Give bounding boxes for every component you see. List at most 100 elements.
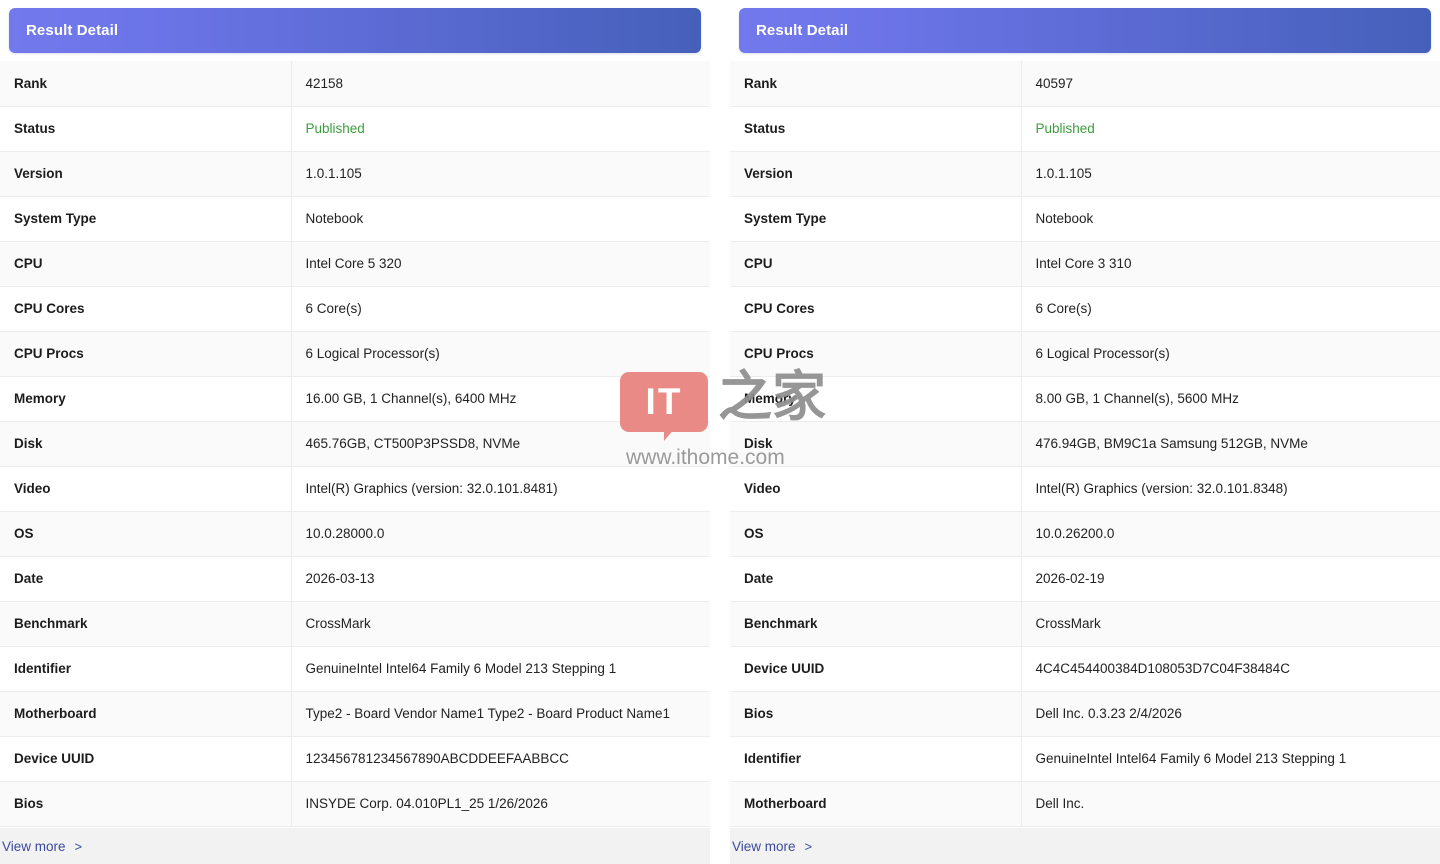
table-row: CPU Intel Core 5 320 <box>0 241 710 287</box>
row-value: Intel Core 5 320 <box>291 241 710 287</box>
table-row: CPU Procs 6 Logical Processor(s) <box>0 331 710 377</box>
row-label: CPU <box>730 241 1022 287</box>
chevron-right-icon: > <box>804 838 813 854</box>
panel-header-right: Result Detail <box>739 8 1431 53</box>
row-value: Notebook <box>291 196 710 242</box>
row-value: 476.94GB, BM9C1a Samsung 512GB, NVMe <box>1021 421 1440 467</box>
row-value: 8.00 GB, 1 Channel(s), 5600 MHz <box>1021 376 1440 422</box>
row-label: Bios <box>730 691 1022 737</box>
table-row: Bios Dell Inc. 0.3.23 2/4/2026 <box>730 691 1440 737</box>
table-row: Benchmark CrossMark <box>0 601 710 647</box>
row-value: GenuineIntel Intel64 Family 6 Model 213 … <box>291 646 710 692</box>
table-row: CPU Procs 6 Logical Processor(s) <box>730 331 1440 377</box>
view-more-label-right: View more <box>732 838 796 854</box>
row-value: 1.0.1.105 <box>291 151 710 197</box>
panel-footer-right: View more > <box>730 828 1440 864</box>
row-value: 2026-02-19 <box>1021 556 1440 602</box>
table-row: OS 10.0.26200.0 <box>730 511 1440 557</box>
panel-footer-left: View more > <box>0 828 710 864</box>
table-row: CPU Cores 6 Core(s) <box>730 286 1440 332</box>
table-row: CPU Cores 6 Core(s) <box>0 286 710 332</box>
row-value: INSYDE Corp. 04.010PL1_25 1/26/2026 <box>291 781 710 827</box>
row-label: System Type <box>730 196 1022 242</box>
row-label: Status <box>730 106 1022 152</box>
row-value: 10.0.28000.0 <box>291 511 710 557</box>
row-label: CPU Cores <box>0 286 292 332</box>
table-row: Identifier GenuineIntel Intel64 Family 6 … <box>0 646 710 692</box>
table-row: Disk 465.76GB, CT500P3PSSD8, NVMe <box>0 421 710 467</box>
row-label: Rank <box>0 61 292 107</box>
row-value: 465.76GB, CT500P3PSSD8, NVMe <box>291 421 710 467</box>
table-row: Date 2026-02-19 <box>730 556 1440 602</box>
row-label: Video <box>0 466 292 512</box>
row-label: Disk <box>0 421 292 467</box>
view-more-label-left: View more <box>2 838 66 854</box>
row-label: Benchmark <box>0 601 292 647</box>
row-label: Video <box>730 466 1022 512</box>
detail-table-right: Rank 40597 Status Published Version 1.0.1.105… <box>730 61 1440 827</box>
row-value: Notebook <box>1021 196 1440 242</box>
row-value: Intel(R) Graphics (version: 32.0.101.834… <box>1021 466 1440 512</box>
table-row: Rank 42158 <box>0 61 710 107</box>
table-row: Motherboard Type2 - Board Vendor Name1 Ty… <box>0 691 710 737</box>
panel-title-right: Result Detail <box>756 22 849 39</box>
row-value: 123456781234567890ABCDDEEFAABBCC <box>291 736 710 782</box>
table-row: Version 1.0.1.105 <box>730 151 1440 197</box>
row-value: 6 Logical Processor(s) <box>291 331 710 377</box>
row-label: Benchmark <box>730 601 1022 647</box>
table-row: Disk 476.94GB, BM9C1a Samsung 512GB, NVMe <box>730 421 1440 467</box>
table-row: Bios INSYDE Corp. 04.010PL1_25 1/26/2026 <box>0 781 710 827</box>
row-label: Version <box>0 151 292 197</box>
row-label: Disk <box>730 421 1022 467</box>
detail-table-left: Rank 42158 Status Published Version 1.0.1.105… <box>0 61 710 827</box>
table-row: Video Intel(R) Graphics (version: 32.0.10… <box>0 466 710 512</box>
row-value: 4C4C454400384D108053D7C04F38484C <box>1021 646 1440 692</box>
table-row: Rank 40597 <box>730 61 1440 107</box>
row-value: Dell Inc. <box>1021 781 1440 827</box>
detail-table-wrap-left: Rank 42158 Status Published Version 1.0.1.105… <box>0 61 710 828</box>
row-label: CPU Procs <box>0 331 292 377</box>
table-row: CPU Intel Core 3 310 <box>730 241 1440 287</box>
row-value: 2026-03-13 <box>291 556 710 602</box>
row-value: Intel(R) Graphics (version: 32.0.101.848… <box>291 466 710 512</box>
row-value: 6 Logical Processor(s) <box>1021 331 1440 377</box>
row-value: CrossMark <box>291 601 710 647</box>
row-label: Identifier <box>730 736 1022 782</box>
table-row: Status Published <box>0 106 710 152</box>
row-label: OS <box>730 511 1022 557</box>
row-value: 10.0.26200.0 <box>1021 511 1440 557</box>
row-value: 6 Core(s) <box>291 286 710 332</box>
table-row: Date 2026-03-13 <box>0 556 710 602</box>
row-value: 16.00 GB, 1 Channel(s), 6400 MHz <box>291 376 710 422</box>
table-row: Identifier GenuineIntel Intel64 Family 6 … <box>730 736 1440 782</box>
row-label: Motherboard <box>730 781 1022 827</box>
row-label: Rank <box>730 61 1022 107</box>
row-label: Identifier <box>0 646 292 692</box>
table-row: Memory 16.00 GB, 1 Channel(s), 6400 MHz <box>0 376 710 422</box>
table-row: Video Intel(R) Graphics (version: 32.0.10… <box>730 466 1440 512</box>
row-label: Bios <box>0 781 292 827</box>
row-value: CrossMark <box>1021 601 1440 647</box>
row-value: 6 Core(s) <box>1021 286 1440 332</box>
row-label: Date <box>0 556 292 602</box>
row-label: Memory <box>730 376 1022 422</box>
table-row: System Type Notebook <box>0 196 710 242</box>
row-value: 40597 <box>1021 61 1440 107</box>
row-value: Dell Inc. 0.3.23 2/4/2026 <box>1021 691 1440 737</box>
row-label: System Type <box>0 196 292 242</box>
chevron-right-icon: > <box>74 838 83 854</box>
row-label: Status <box>0 106 292 152</box>
view-more-link-left[interactable]: View more > <box>2 839 82 854</box>
table-row: Version 1.0.1.105 <box>0 151 710 197</box>
row-label: Date <box>730 556 1022 602</box>
panel-title-left: Result Detail <box>26 22 119 39</box>
result-detail-panel-right: Result Detail Rank 40597 Status Published Ve… <box>730 0 1440 864</box>
detail-table-wrap-right: Rank 40597 Status Published Version 1.0.1.105… <box>730 61 1440 828</box>
status-badge: Published <box>1021 106 1440 152</box>
row-label: CPU <box>0 241 292 287</box>
row-value: Type2 - Board Vendor Name1 Type2 - Board… <box>291 691 710 737</box>
row-label: Version <box>730 151 1022 197</box>
view-more-link-right[interactable]: View more > <box>732 839 812 854</box>
table-row: Device UUID 4C4C454400384D108053D7C04F384… <box>730 646 1440 692</box>
